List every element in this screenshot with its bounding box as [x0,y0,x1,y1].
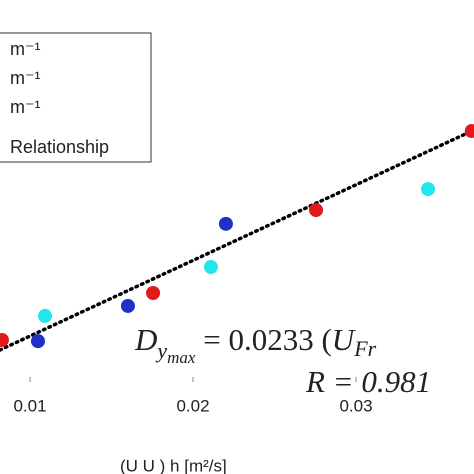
equation: Dymax = 0.0233 (UFr R = 0.981 [134,322,431,399]
rhs-var: U [332,322,357,357]
x-tick-label: 0.03 [339,396,372,415]
point [218,216,233,231]
point [37,308,52,323]
point [309,203,324,218]
point [203,260,218,275]
point [464,124,474,139]
rhs: = 0.0233 ( [195,322,331,357]
fit-line [0,128,474,352]
rhs-sub: Fr [353,336,376,361]
legend-label: m⁻¹ [10,39,41,59]
x-tick-label: 0.01 [13,396,46,415]
x-axis-label: (U U ) h [m²/s] [120,456,227,474]
x-tick-label: 0.02 [176,396,209,415]
point [0,332,9,347]
point [146,285,161,300]
point [421,182,436,197]
legend-label: Relationship [10,137,109,157]
point [30,334,45,349]
lhs-subsub: max [167,348,196,367]
r-value: R = 0.981 [305,364,431,399]
legend-label: m⁻¹ [10,97,41,117]
legend-label: m⁻¹ [10,68,41,88]
point [120,298,135,313]
lhs-sub: y [155,338,167,363]
legend-box [0,32,152,163]
lhs: D [134,322,157,357]
equation-lhs: Dymax = 0.0233 (UFr [134,322,377,367]
